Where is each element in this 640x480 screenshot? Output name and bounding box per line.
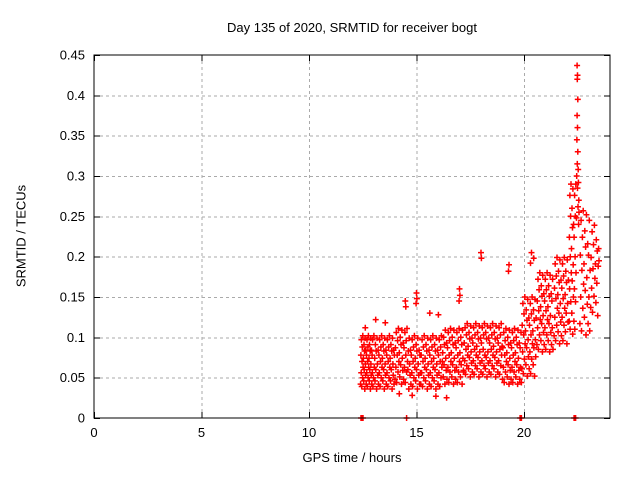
y-tick-label: 0 (78, 411, 85, 426)
y-tick-label: 0.35 (60, 128, 85, 143)
x-tick-label: 0 (90, 425, 97, 440)
y-tick-labels: 0 0.05 0.1 0.15 0.2 0.25 0.3 0.35 0.4 0.45 (60, 48, 85, 426)
y-tick-label: 0.1 (67, 330, 85, 345)
y-tick-label: 0.3 (67, 169, 85, 184)
y-tick-label: 0.15 (60, 290, 85, 305)
y-tick-label: 0.4 (67, 88, 85, 103)
y-tick-label: 0.25 (60, 209, 85, 224)
y-tick-label: 0.05 (60, 370, 85, 385)
x-tick-labels: 0 5 10 15 20 (90, 425, 531, 440)
y-tick-label: 0.2 (67, 249, 85, 264)
x-axis-label: GPS time / hours (302, 450, 402, 465)
x-tick-label: 15 (409, 425, 423, 440)
y-axis-label: SRMTID / TECUs (13, 184, 29, 288)
chart-title: Day 135 of 2020, SRMTID for receiver bog… (226, 20, 477, 35)
scatter-points (357, 62, 602, 421)
x-tick-label: 10 (302, 425, 316, 440)
y-tick-label: 0.45 (60, 48, 85, 63)
plot-border (93, 54, 611, 419)
x-tick-label: 5 (198, 425, 205, 440)
x-tick-label: 20 (517, 425, 531, 440)
gridlines (94, 55, 610, 418)
